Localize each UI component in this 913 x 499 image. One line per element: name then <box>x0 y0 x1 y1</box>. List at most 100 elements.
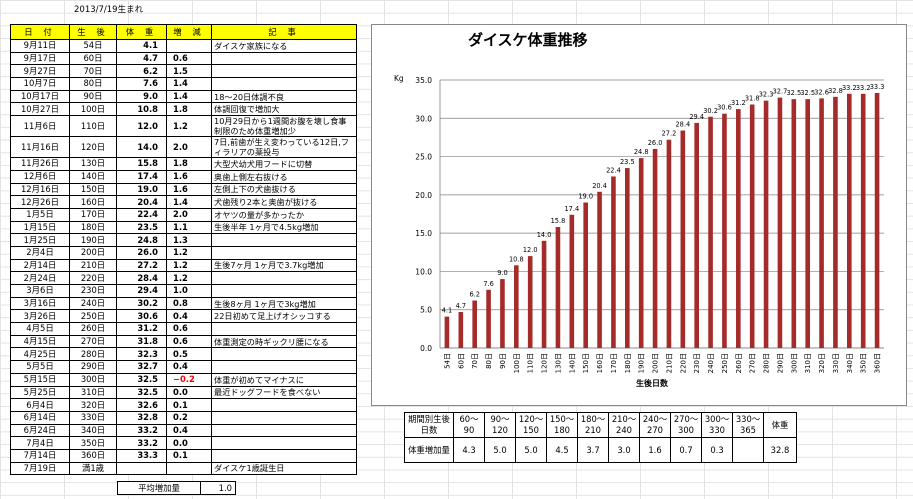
log-note: 18～20日体調不良 <box>211 89 357 104</box>
log-increase: 1.1 <box>166 220 212 235</box>
x-tick-label: 70日 <box>471 353 479 369</box>
data-label: 33.3 <box>870 83 885 91</box>
log-date: 5月15日 <box>10 372 70 387</box>
period-gain <box>732 437 764 463</box>
log-row: 11月16日 120日 14.0 2.0 7日,前歯が生え変わっている12日,フィラリア… <box>10 136 357 159</box>
period-gain: 1.6 <box>639 437 671 463</box>
data-label: 4.7 <box>456 302 467 310</box>
bar <box>819 98 824 349</box>
header-weight: 体 重 <box>116 24 167 40</box>
log-row: 1月25日 190日 24.8 1.3 <box>10 233 357 247</box>
y-tick-label: 30.0 <box>415 114 432 123</box>
bar <box>694 122 699 348</box>
log-increase <box>166 461 212 476</box>
log-age: 280日 <box>69 347 117 362</box>
x-tick-label: 210日 <box>665 353 673 373</box>
log-date: 6月24日 <box>10 423 70 438</box>
log-note <box>211 436 357 450</box>
log-row: 12月26日 160日 20.4 1.4 犬歯残り2本と奥歯が抜ける <box>10 195 357 209</box>
log-date: 4月5日 <box>10 322 70 336</box>
log-age: 340日 <box>69 423 117 438</box>
log-increase: 1.2 <box>166 271 212 285</box>
birth-date-note: 2013/7/19生まれ <box>74 5 144 15</box>
period-range: 60～ 90 <box>453 412 485 438</box>
log-age: 350日 <box>69 436 117 450</box>
log-increase: 0.6 <box>166 322 212 336</box>
data-label: 12.0 <box>523 246 538 254</box>
log-note <box>211 51 357 66</box>
header-notes: 記 事 <box>211 24 357 40</box>
log-increase: 1.4 <box>166 77 212 91</box>
bar <box>736 109 741 349</box>
log-note: 22日初めて足上げオシッコする <box>211 309 357 324</box>
period-gain: 3.7 <box>577 437 609 463</box>
log-row: 9月11日 54日 4.1 ダイスケ家族になる <box>10 39 357 53</box>
log-date: 10月27日 <box>10 102 70 117</box>
log-date: 6月4日 <box>10 398 70 412</box>
log-date: 2月14日 <box>10 258 70 273</box>
log-weight: 27.2 <box>116 258 167 273</box>
log-increase: 2.0 <box>166 207 212 222</box>
log-increase: 1.8 <box>166 102 212 117</box>
log-date: 9月27日 <box>10 64 70 79</box>
period-range: 90～ 120 <box>484 412 516 438</box>
bar <box>791 99 797 349</box>
bar <box>860 93 866 348</box>
log-note: 奥歯上側左右抜ける <box>211 169 357 184</box>
log-weight: 32.3 <box>116 347 167 362</box>
bar <box>777 97 783 349</box>
bar <box>611 176 616 348</box>
data-label: 17.4 <box>564 205 579 213</box>
x-axis-label: 生後日数 <box>636 378 669 388</box>
average-gain-box: 平均増加量 1.0 <box>117 481 236 495</box>
log-weight: 4.7 <box>116 51 167 66</box>
period-range: 330～ 365 <box>732 412 764 438</box>
log-date: 2月24日 <box>10 271 70 285</box>
log-row: 2月4日 200日 26.0 1.2 <box>10 245 357 260</box>
log-age: 250日 <box>69 309 117 324</box>
log-row: 9月27日 70日 6.2 1.5 <box>10 64 357 79</box>
log-row: 4月25日 280日 32.3 0.5 <box>10 347 357 362</box>
log-row: 1月5日 170日 22.4 2.0 オヤツの量が多かったか <box>10 207 357 222</box>
log-note <box>211 322 357 336</box>
log-row: 6月14日 330日 32.8 0.2 <box>10 410 357 425</box>
log-weight: 30.2 <box>116 296 167 311</box>
log-age: 110日 <box>69 115 117 138</box>
log-date: 11月6日 <box>10 115 70 138</box>
x-tick-label: 290日 <box>776 353 784 373</box>
log-date: 2月4日 <box>10 245 70 260</box>
log-row: 3月16日 240日 30.2 0.8 生後8ヶ月 1ヶ月で3kg増加 <box>10 296 357 311</box>
log-age: 120日 <box>69 136 117 159</box>
log-age: 320日 <box>69 398 117 412</box>
x-tick-label: 340日 <box>846 353 854 373</box>
y-tick-label: 35.0 <box>415 76 432 85</box>
log-weight: 4.1 <box>116 39 167 53</box>
data-label: 31.8 <box>745 95 760 103</box>
data-label: 26.0 <box>648 139 663 147</box>
bar <box>597 191 602 348</box>
log-row: 4月5日 260日 31.2 0.6 <box>10 322 357 336</box>
log-date: 4月15日 <box>10 334 70 349</box>
log-row: 12月16日 150日 19.0 1.6 左側上下の犬歯抜ける <box>10 182 357 197</box>
bar <box>514 265 519 348</box>
period-gain: 0.7 <box>670 437 702 463</box>
log-note <box>211 271 357 285</box>
log-note: 体重が初めてマイナスに <box>211 372 357 387</box>
log-row: 11月6日 110日 12.0 1.2 10月29日から1週間お腹を壊し食事制限のため体… <box>10 115 357 138</box>
bar <box>847 93 852 348</box>
log-date: 7月14日 <box>10 448 70 463</box>
log-increase: 0.0 <box>166 385 212 400</box>
log-weight: 26.0 <box>116 245 167 260</box>
log-note: 大型犬幼犬用フードに切替 <box>211 157 357 171</box>
log-increase: 0.6 <box>166 334 212 349</box>
log-date: 1月25日 <box>10 233 70 247</box>
data-label: 28.4 <box>675 121 690 129</box>
log-age: 140日 <box>69 169 117 184</box>
bar <box>652 148 658 348</box>
bar <box>638 158 644 348</box>
log-age: 200日 <box>69 245 117 260</box>
x-tick-label: 110日 <box>527 353 535 373</box>
weight-chart: ダイスケ体重推移 0.0 5.0 10.0 15.0 20.0 25.0 30.0 35.0 K… <box>371 24 907 406</box>
x-tick-label: 80日 <box>485 353 493 369</box>
log-row: 12月6日 140日 17.4 1.6 奥歯上側左右抜ける <box>10 169 357 184</box>
